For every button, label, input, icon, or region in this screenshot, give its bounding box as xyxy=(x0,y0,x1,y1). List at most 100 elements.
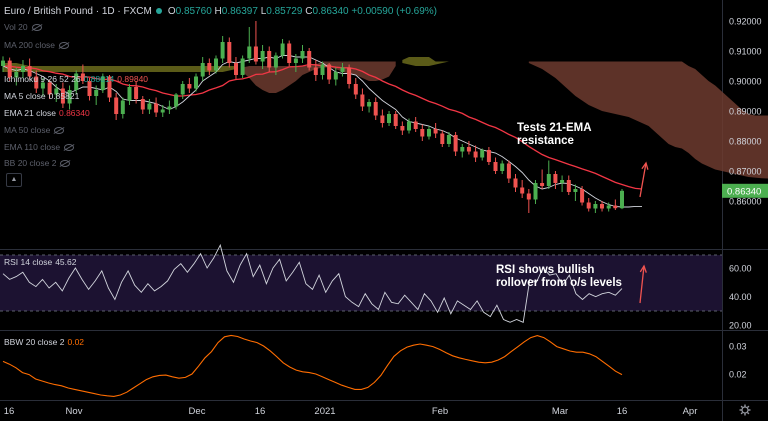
candle-body xyxy=(453,135,458,152)
legend-ma5[interactable]: MA 5 close 0.85821 xyxy=(4,91,79,101)
candle-body xyxy=(353,84,358,95)
candle-body xyxy=(127,87,132,101)
gear-tooth xyxy=(746,405,750,409)
candle-body xyxy=(407,121,411,131)
candle-body xyxy=(307,51,312,68)
candle-body xyxy=(586,202,591,209)
candle-body xyxy=(420,129,425,137)
candle-body xyxy=(566,180,571,192)
hidden-eye-icon[interactable] xyxy=(59,42,70,49)
candle-body xyxy=(373,102,378,116)
legend-ma5-value: 0.85821 xyxy=(48,91,80,101)
legend-ema21[interactable]: EMA 21 close 0.86340 xyxy=(4,108,90,118)
legend-bb[interactable]: BB 20 close 2 xyxy=(4,158,71,168)
candle-body xyxy=(413,121,418,129)
change-value: +0.00590 (+0.69%) xyxy=(351,6,438,17)
ema-annotation-arrow-head xyxy=(641,161,649,170)
candle-body xyxy=(100,76,105,90)
price-tick-label: 0.87000 xyxy=(729,167,762,177)
legend-ema110[interactable]: EMA 110 close xyxy=(4,142,75,152)
candle-body xyxy=(300,51,305,59)
candle-body xyxy=(74,73,79,90)
candle-body xyxy=(287,43,292,63)
candle-body xyxy=(227,42,232,63)
legend-ichimoku[interactable]: Ichimoku 9 26 52 26 0.88614 0.89840 xyxy=(4,74,148,84)
hidden-eye-icon[interactable] xyxy=(54,127,65,134)
price-tick-label: 0.91000 xyxy=(729,47,762,57)
price-tick-label: 0.86000 xyxy=(729,197,762,207)
symbol-header: Euro / British Pound · 1D · FXCM O0.85760… xyxy=(4,6,437,17)
price-tick-label: 0.89000 xyxy=(729,107,762,117)
gear-ring xyxy=(741,406,749,414)
candle-body xyxy=(546,174,551,186)
candle-body xyxy=(347,67,352,84)
candle-body xyxy=(367,102,372,107)
candle-body xyxy=(466,147,471,152)
candle-body xyxy=(560,180,565,183)
candle-body xyxy=(506,163,511,179)
open-value: 0.85760 xyxy=(175,6,212,17)
annotation-rsi[interactable]: RSI shows bullish rollover from o/s leve… xyxy=(496,264,622,290)
legend-vol[interactable]: Vol 20 xyxy=(4,22,42,32)
candle-body xyxy=(600,204,604,209)
rsi-annotation-arrow-shaft xyxy=(639,265,645,304)
candle-body xyxy=(21,66,25,72)
candle-body xyxy=(333,72,338,80)
annotation-ema[interactable]: Tests 21-EMA resistance xyxy=(517,122,592,148)
candle-body xyxy=(493,162,498,171)
annotation-rsi-line1: RSI shows bullish xyxy=(496,264,595,276)
high-label: H xyxy=(214,6,222,17)
time-tick-label: 16 xyxy=(255,406,266,417)
symbol-title[interactable]: Euro / British Pound · 1D · FXCM xyxy=(4,6,152,17)
legend-bbw[interactable]: BBW 20 close 2 0.02 xyxy=(4,337,84,347)
candle-body xyxy=(187,84,192,89)
rsi-line xyxy=(2,243,623,323)
ichimoku-cloud-bullish xyxy=(3,63,236,72)
hidden-eye-icon[interactable] xyxy=(60,160,71,167)
collapse-legend-icon[interactable]: ▲ xyxy=(6,173,22,187)
legend-bb-name: BB 20 close 2 xyxy=(4,158,57,168)
legend-rsi-name: RSI 14 close xyxy=(4,257,53,267)
candle-body xyxy=(240,58,245,75)
legend-bbw-value: 0.02 xyxy=(67,337,85,347)
candle-body xyxy=(593,204,598,209)
legend-ichimoku-name: Ichimoku 9 26 52 26 xyxy=(4,74,81,84)
open-label: O xyxy=(167,6,176,17)
candle-body xyxy=(1,60,5,66)
candle-body xyxy=(67,90,72,104)
candle-body xyxy=(234,63,238,75)
price-tick-label: 0.90000 xyxy=(729,77,762,87)
legend-ma50[interactable]: MA 50 close xyxy=(4,125,65,135)
settings-gear-icon[interactable] xyxy=(739,404,751,416)
candle-body xyxy=(154,103,159,113)
bbw-tick-label: 0.03 xyxy=(729,342,747,352)
candle-body xyxy=(120,100,125,114)
candle-body xyxy=(327,64,332,80)
candle-body xyxy=(513,178,518,188)
hidden-eye-icon[interactable] xyxy=(31,24,42,31)
time-tick-label: Apr xyxy=(683,406,698,417)
legend-rsi[interactable]: RSI 14 close 45.62 xyxy=(4,257,76,267)
candle-body xyxy=(247,46,252,59)
gear-tooth xyxy=(746,411,750,415)
candle-body xyxy=(107,76,112,98)
candle-body xyxy=(167,106,172,110)
time-tick-label: 16 xyxy=(4,406,15,417)
candle-body xyxy=(620,190,624,209)
legend-rsi-value: 45.62 xyxy=(55,257,77,267)
candle-body xyxy=(433,129,438,134)
candle-body xyxy=(320,64,325,75)
candle-body xyxy=(380,115,385,123)
legend-bbw-name: BBW 20 close 2 xyxy=(4,337,65,347)
legend-ichimoku-v1: 0.88614 xyxy=(83,74,115,84)
candle-body xyxy=(460,147,465,152)
candle-body xyxy=(114,97,119,114)
candle-body xyxy=(613,205,618,209)
candle-body xyxy=(253,46,258,62)
candle-body xyxy=(313,67,318,75)
legend-ma200[interactable]: MA 200 close xyxy=(4,40,70,50)
hidden-eye-icon[interactable] xyxy=(64,144,75,151)
candle-body xyxy=(446,135,451,144)
ichimoku-cloud-bearish xyxy=(242,61,396,93)
